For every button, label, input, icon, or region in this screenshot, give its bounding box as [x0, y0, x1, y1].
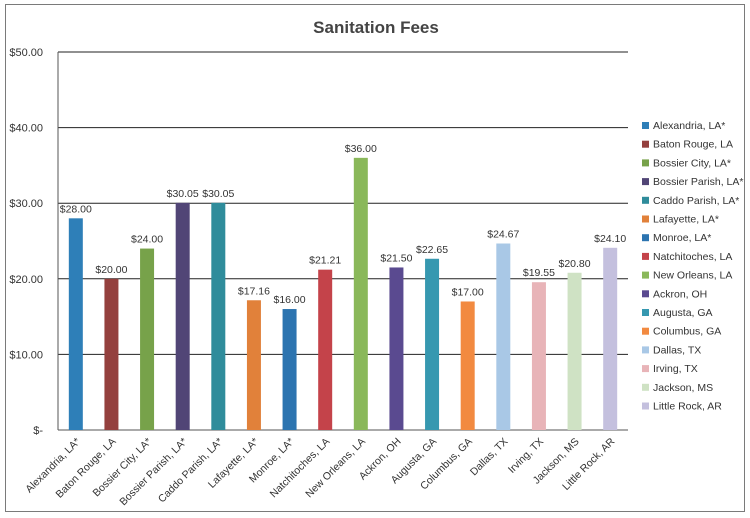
legend-swatch — [642, 365, 649, 373]
y-tick-label: $30.00 — [9, 198, 43, 210]
x-tick-label: Dallas, TX — [468, 436, 511, 479]
legend-entry: Alexandria, LA* — [653, 120, 725, 132]
legend-entry: Ackron, OH — [653, 288, 707, 300]
legend-entry: Irving, TX — [653, 363, 698, 375]
legend-swatch — [642, 271, 649, 279]
legend-swatch — [642, 383, 649, 391]
data-label: $17.00 — [452, 286, 484, 298]
y-tick-label: $40.00 — [9, 123, 43, 135]
bar — [140, 248, 155, 430]
legend-entry: Bossier City, LA* — [653, 157, 731, 169]
legend-entry: New Orleans, LA — [653, 270, 732, 282]
bar — [104, 278, 119, 430]
bar — [282, 309, 297, 430]
bar — [389, 267, 404, 430]
legend-swatch — [642, 159, 649, 167]
x-tick-label: Bossier Parish, LA* — [117, 436, 189, 508]
legend-entry: Dallas, TX — [653, 344, 701, 356]
y-tick-label: $- — [33, 425, 43, 437]
data-label: $24.10 — [594, 233, 626, 245]
data-label: $17.16 — [238, 285, 270, 297]
x-tick-label: Baton Rouge, LA — [54, 436, 119, 501]
legend-swatch — [642, 402, 649, 410]
legend-entry: Lafayette, LA* — [653, 214, 719, 226]
legend-swatch — [642, 122, 649, 129]
plot-area: $-$10.00$20.00$30.00$40.00$50.00$28.00Al… — [9, 47, 628, 508]
legend-entry: Augusta, GA — [653, 307, 713, 319]
bar — [425, 258, 440, 430]
x-tick-label: Caddo Parish, LA* — [156, 436, 226, 506]
data-label: $24.00 — [131, 234, 163, 246]
legend-swatch — [642, 215, 649, 223]
data-label: $21.50 — [380, 252, 412, 264]
data-label: $30.05 — [202, 188, 234, 200]
legend-entry: Natchitoches, LA — [653, 251, 732, 263]
data-label: $30.05 — [167, 188, 199, 200]
bar — [567, 272, 582, 430]
y-tick-label: $10.00 — [9, 349, 43, 361]
y-tick-label: $50.00 — [9, 47, 43, 59]
legend-swatch — [642, 196, 649, 204]
bar — [246, 300, 261, 430]
legend-entry: Baton Rouge, LA — [653, 139, 733, 151]
data-label: $28.00 — [60, 203, 92, 215]
bar — [531, 282, 546, 430]
sanitation-fees-chart: Sanitation Fees $- $10.00 $20.00 $30.00 $40.… — [9, 18, 743, 508]
data-label: $36.00 — [345, 143, 377, 155]
legend-entry: Little Rock, AR — [653, 401, 722, 413]
legend-entry: Caddo Parish, LA* — [653, 195, 739, 207]
data-label: $24.67 — [487, 228, 519, 240]
bar — [496, 243, 511, 430]
bar — [68, 218, 83, 430]
legend-swatch — [642, 327, 649, 335]
data-label: $20.80 — [559, 258, 591, 270]
legend-swatch — [642, 140, 649, 148]
legend-entry: Bossier Parish, LA* — [653, 176, 743, 188]
legend-entry: Jackson, MS — [653, 382, 713, 394]
bar — [353, 157, 368, 430]
data-label: $19.55 — [523, 267, 555, 279]
legend-swatch — [642, 290, 649, 298]
legend-swatch — [642, 252, 649, 260]
bar — [211, 202, 226, 430]
legend: Alexandria, LA* Baton Rouge, LA Bossier Ci… — [642, 120, 743, 413]
chart-title: Sanitation Fees — [313, 18, 439, 37]
chart-frame: Sanitation Fees $- $10.00 $20.00 $30.00 $40.… — [5, 4, 745, 512]
legend-swatch — [642, 346, 649, 354]
data-label: $20.00 — [95, 264, 127, 276]
bar — [175, 202, 190, 430]
bar — [460, 301, 475, 430]
legend-swatch — [642, 234, 649, 242]
legend-entry: Columbus, GA — [653, 326, 721, 338]
legend-swatch — [642, 309, 649, 316]
bar — [603, 247, 618, 430]
data-label: $16.00 — [274, 294, 306, 306]
data-label: $22.65 — [416, 244, 448, 256]
bar — [318, 269, 333, 430]
data-label: $21.21 — [309, 255, 341, 267]
legend-entry: Monroe, LA* — [653, 232, 711, 244]
legend-swatch — [642, 178, 649, 186]
y-tick-label: $20.00 — [9, 274, 43, 286]
